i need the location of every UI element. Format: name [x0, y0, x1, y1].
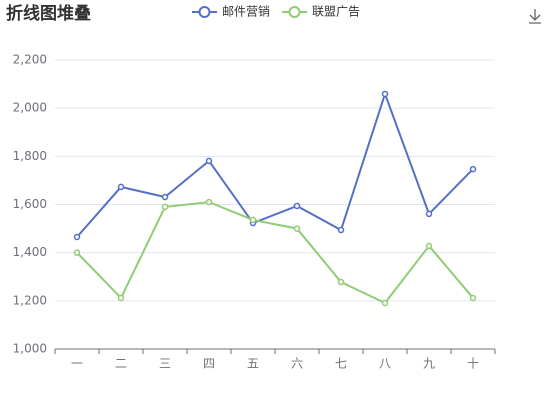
data-point	[425, 242, 433, 250]
download-icon[interactable]	[529, 9, 541, 24]
x-tick-label: 三	[159, 357, 171, 371]
x-tick-label: 八	[379, 357, 391, 371]
x-tick-label: 一	[71, 357, 83, 371]
series-line	[76, 90, 474, 238]
data-point	[205, 157, 213, 165]
legend-label: 邮件营销	[222, 5, 270, 19]
data-point	[425, 210, 433, 218]
data-point	[117, 183, 125, 191]
legend-symbol	[198, 6, 211, 18]
data-point	[469, 294, 477, 302]
x-tick-label: 七	[335, 357, 347, 371]
x-tick-label: 九	[423, 357, 435, 371]
data-point	[249, 216, 257, 224]
data-point	[293, 202, 301, 210]
download-glyph	[529, 9, 541, 24]
data-point	[381, 90, 389, 98]
data-point	[381, 299, 389, 307]
legend-symbol	[288, 6, 301, 18]
data-point	[337, 226, 345, 234]
data-point	[117, 294, 125, 302]
x-tick-label: 六	[291, 357, 303, 371]
data-point	[337, 278, 345, 286]
y-tick-label: 2,000	[13, 101, 47, 115]
legend-label: 联盟广告	[312, 5, 360, 19]
legend-item[interactable]: 邮件营销	[192, 5, 270, 19]
x-tick-label: 二	[115, 357, 127, 371]
chart-title: 折线图堆叠	[6, 3, 91, 24]
y-tick-label: 1,800	[13, 149, 47, 163]
data-point	[293, 225, 301, 232]
data-point	[205, 198, 213, 206]
legend-item[interactable]: 联盟广告	[282, 5, 360, 19]
data-point	[469, 165, 477, 173]
y-tick-label: 1,600	[13, 197, 47, 211]
y-tick-label: 1,000	[13, 342, 47, 356]
x-tick-label: 五	[247, 357, 259, 371]
x-tick-label: 十	[467, 357, 479, 371]
data-point	[161, 203, 169, 211]
x-tick-label: 四	[203, 357, 215, 371]
series-line	[76, 201, 474, 305]
y-tick-label: 1,200	[13, 293, 47, 307]
y-tick-label: 1,400	[13, 245, 47, 259]
data-point	[73, 249, 81, 256]
data-point	[161, 193, 169, 201]
data-point	[73, 233, 81, 241]
y-tick-label: 2,200	[13, 53, 47, 67]
